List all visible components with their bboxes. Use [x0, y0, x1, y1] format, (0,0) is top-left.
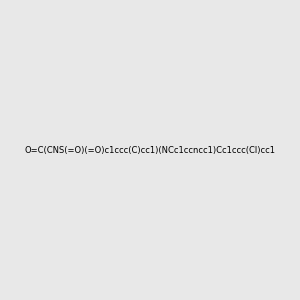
Text: O=C(CNS(=O)(=O)c1ccc(C)cc1)(NCc1ccncc1)Cc1ccc(Cl)cc1: O=C(CNS(=O)(=O)c1ccc(C)cc1)(NCc1ccncc1)C…: [25, 146, 275, 154]
